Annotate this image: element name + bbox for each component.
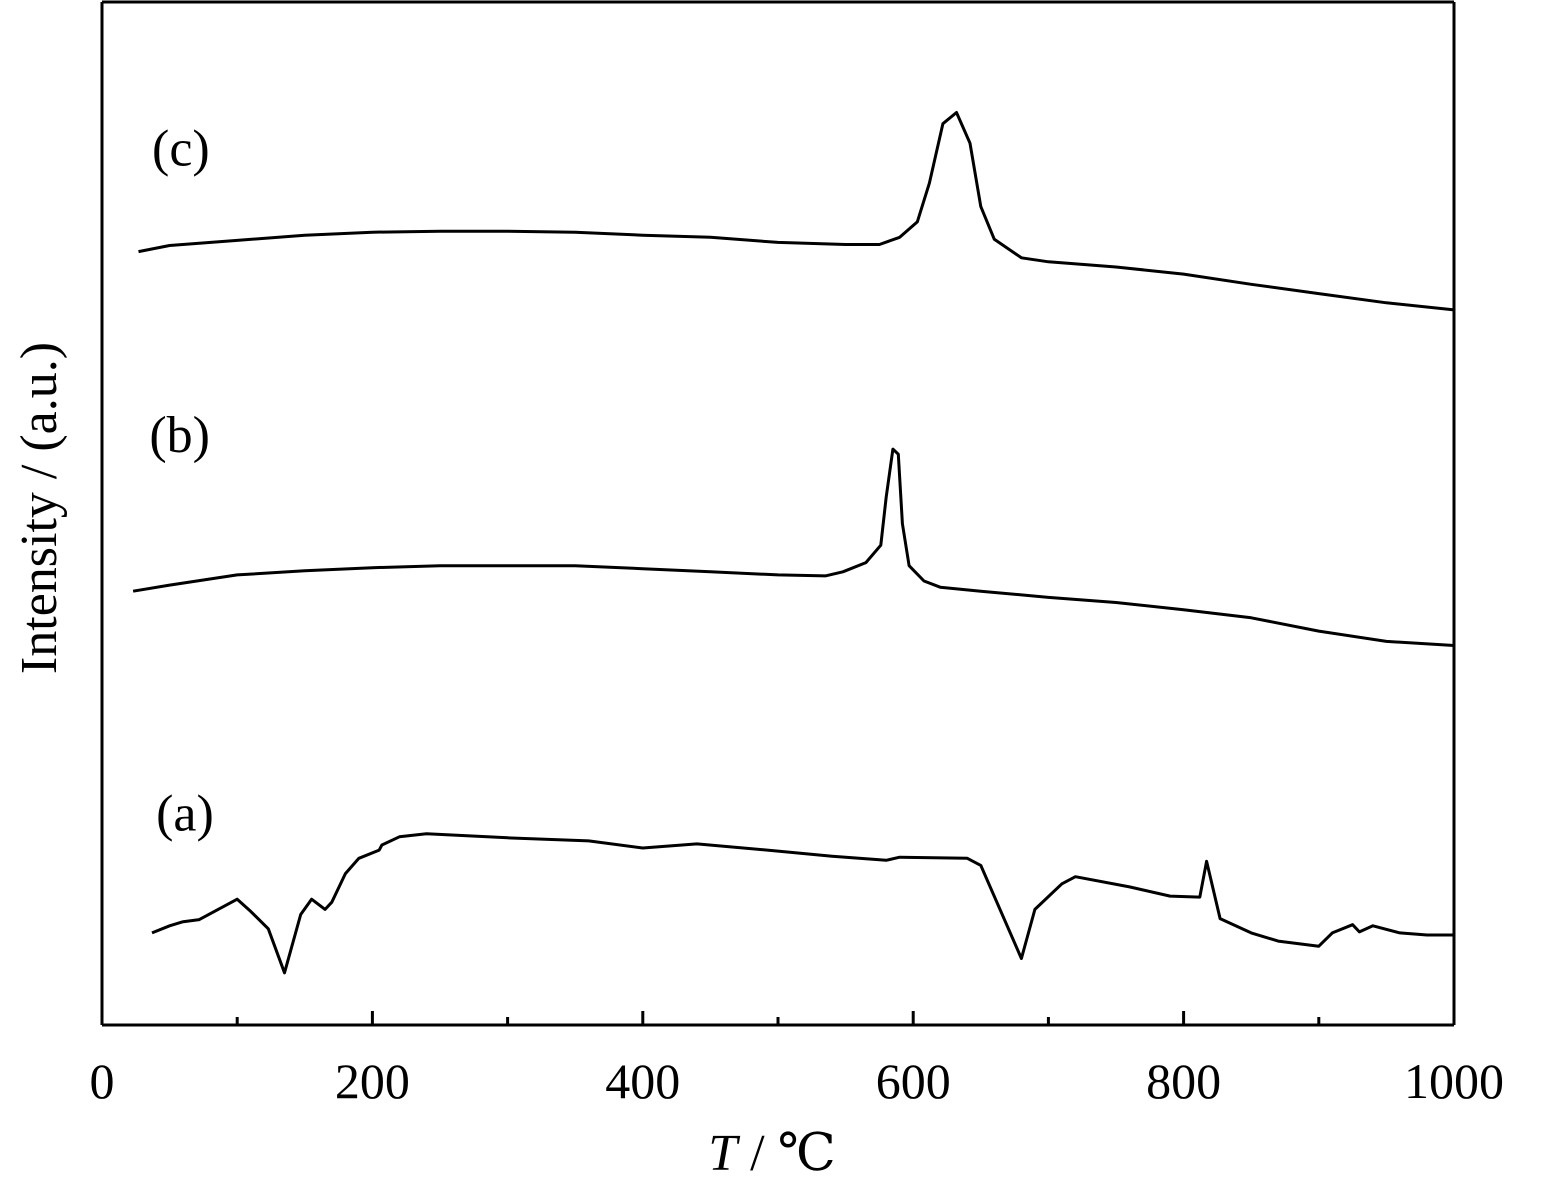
curve-labels: (a) (b) (c) — [149, 121, 213, 843]
x-axis-label: T / ℃ — [708, 1125, 836, 1182]
x-tick-label: 800 — [1146, 1053, 1221, 1109]
curve-label-a: (a) — [156, 786, 214, 843]
y-axis-label: Intensity / (a.u.) — [11, 342, 68, 674]
curve-label-c: (c) — [152, 121, 210, 178]
axes — [100, 0, 1456, 1027]
curve-label-b: (b) — [149, 407, 210, 464]
x-ticks: 0 200 400 600 800 1000 — [90, 1011, 1504, 1109]
x-tick-label: 600 — [876, 1053, 951, 1109]
x-tick-label: 400 — [605, 1053, 680, 1109]
x-axis-unit: / ℃ — [737, 1125, 836, 1182]
series-line-b — [132, 447, 1455, 647]
x-tick-label: 200 — [335, 1053, 410, 1109]
series-line-a — [151, 832, 1454, 975]
x-tick-label: 0 — [90, 1053, 115, 1109]
series-line-c — [138, 111, 1455, 312]
x-axis-symbol: T — [708, 1125, 740, 1182]
series-layer — [132, 111, 1455, 975]
x-tick-label: 1000 — [1404, 1053, 1504, 1109]
